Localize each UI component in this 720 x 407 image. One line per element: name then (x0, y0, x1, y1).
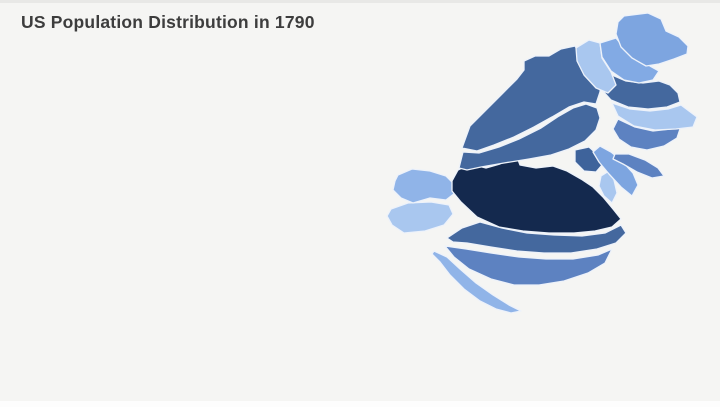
region-maine (615, 12, 689, 67)
bottom-strip (0, 401, 720, 407)
region-rhode-island (611, 102, 698, 131)
region-kentucky (392, 168, 456, 204)
region-georgia (431, 250, 522, 314)
page-title: US Population Distribution in 1790 (21, 12, 315, 32)
region-vermont (575, 39, 617, 94)
region-connecticut (612, 118, 682, 151)
top-edge-divider (0, 0, 720, 3)
region-long-island (612, 153, 665, 179)
region-pennsylvania (458, 103, 601, 171)
region-tennessee (386, 201, 454, 234)
region-south-carolina (444, 245, 613, 286)
